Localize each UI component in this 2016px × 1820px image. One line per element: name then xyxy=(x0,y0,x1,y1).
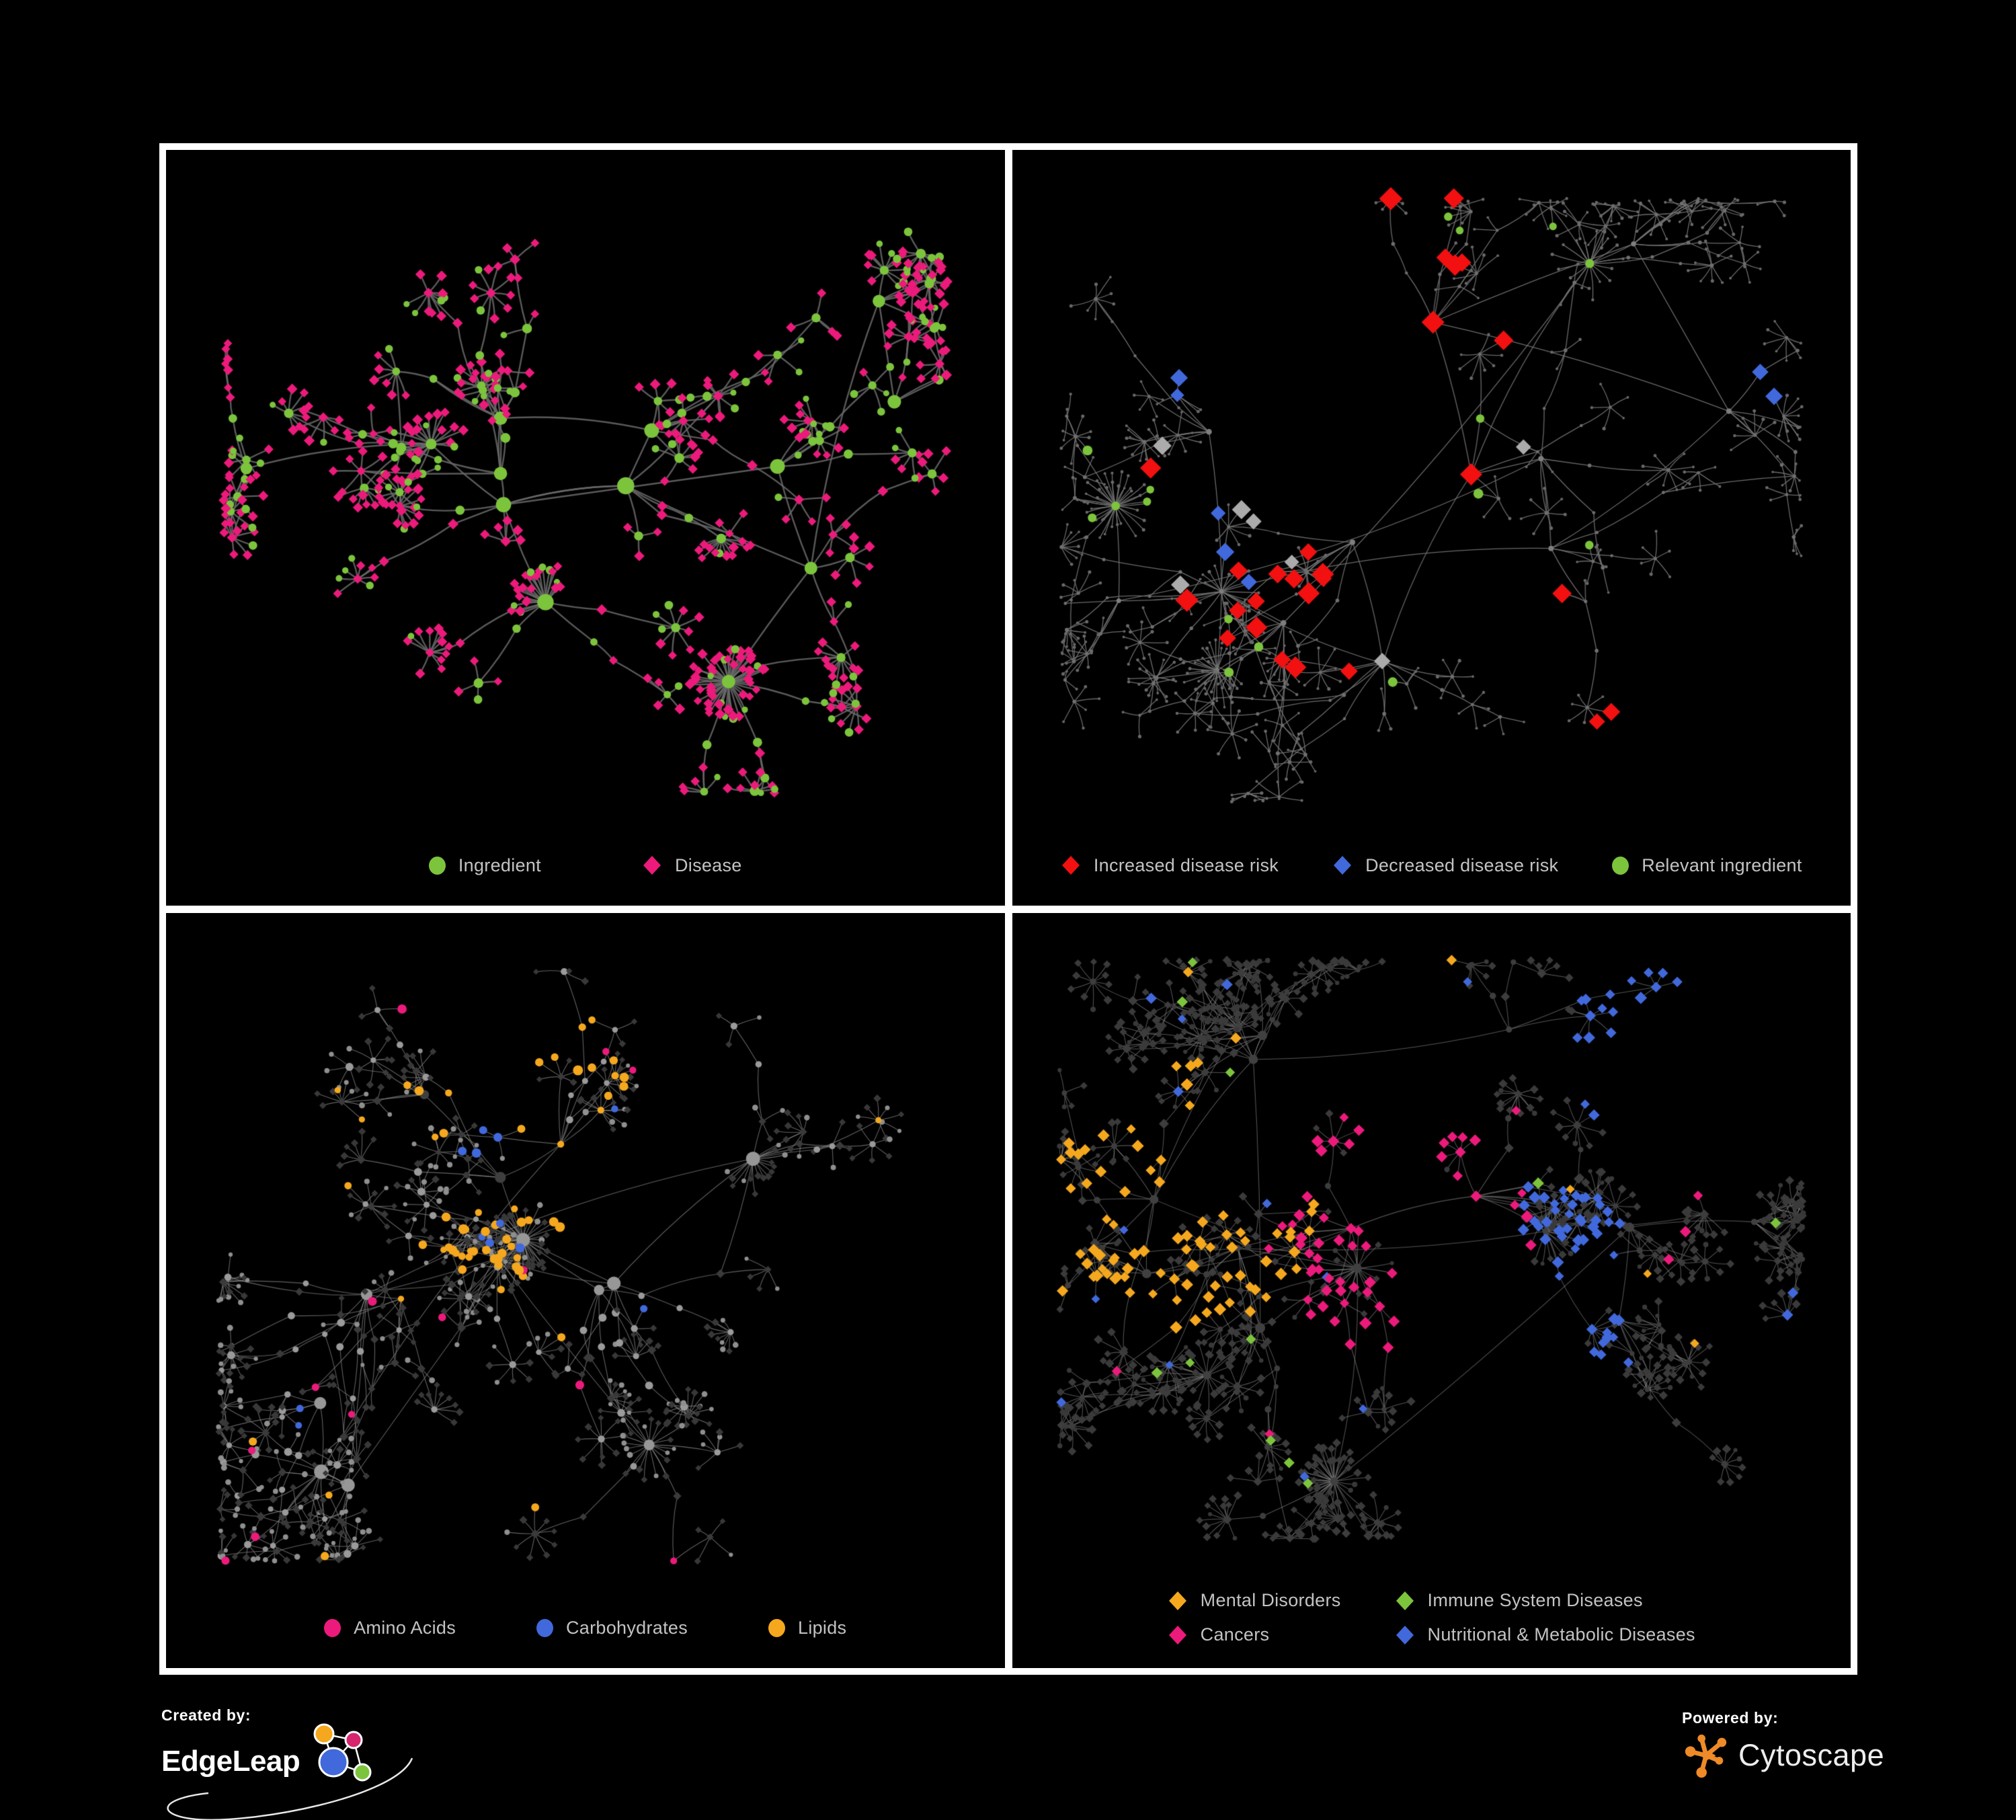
legend-item: Mental Disorders xyxy=(1168,1590,1341,1611)
legend-disease-risk: Increased disease risk Decreased disease … xyxy=(1012,851,1851,906)
legend-ingredient-categories: Amino Acids Carbohydrates Lipids xyxy=(166,1614,1005,1668)
legend-item: Amino Acids xyxy=(324,1618,456,1638)
legend-diamond-icon xyxy=(1334,856,1352,875)
legend-circle-icon xyxy=(536,1619,553,1638)
legend-item-label: Immune System Diseases xyxy=(1427,1590,1643,1611)
legend-item-label: Carbohydrates xyxy=(566,1618,688,1638)
legend-diamond-icon xyxy=(1396,1625,1414,1645)
legend-circle-icon xyxy=(1612,856,1629,875)
legend-item-label: Amino Acids xyxy=(354,1618,456,1638)
legend-item-label: Lipids xyxy=(798,1618,847,1638)
legend-item: Relevant ingredient xyxy=(1612,855,1802,876)
legend-item: Immune System Diseases xyxy=(1395,1590,1643,1611)
legend-item-label: Decreased disease risk xyxy=(1365,855,1559,875)
legend-diamond-icon xyxy=(1061,856,1080,875)
legend-diamond-icon xyxy=(1168,1591,1186,1610)
legend-diamond-icon xyxy=(1168,1625,1186,1645)
legend-item-label: Mental Disorders xyxy=(1200,1590,1341,1611)
network-canvas-disease-categories xyxy=(1012,912,1851,1587)
legend-item: Disease xyxy=(642,855,742,876)
created-by-label: Created by: xyxy=(161,1706,251,1724)
panel-disease-risk: Increased disease risk Decreased disease … xyxy=(1012,150,1851,906)
edgeleap-logo-icon xyxy=(313,1723,372,1782)
edgeleap-wordmark: EdgeLeap xyxy=(161,1745,300,1778)
legend-circle-icon xyxy=(324,1619,341,1638)
legend-item: Ingredient xyxy=(428,855,541,876)
panels-grid: Ingredient Disease Increased disease risk… xyxy=(159,143,1857,1675)
legend-item: Increased disease risk xyxy=(1061,855,1279,876)
legend-item: Lipids xyxy=(768,1618,846,1638)
powered-by-label: Powered by: xyxy=(1682,1709,1779,1727)
legend-item-label: Increased disease risk xyxy=(1093,855,1279,875)
legend-diamond-icon xyxy=(643,856,661,875)
legend-item: Carbohydrates xyxy=(536,1618,688,1638)
legend-item: Decreased disease risk xyxy=(1332,855,1558,876)
panel-ingredient-categories: Amino Acids Carbohydrates Lipids xyxy=(166,912,1005,1668)
legend-item: Cancers xyxy=(1168,1624,1270,1645)
legend-disease-categories: Mental Disorders Immune System Diseases Ca… xyxy=(1012,1586,1851,1668)
network-canvas-ingredient-disease xyxy=(166,150,1005,851)
legend-ingredient-disease: Ingredient Disease xyxy=(166,851,1005,906)
legend-item: Nutritional & Metabolic Diseases xyxy=(1395,1624,1695,1645)
cytoscape-credit: Powered by: xyxy=(1682,1709,1884,1780)
network-canvas-disease-risk xyxy=(1012,150,1851,851)
edgeleap-credit: Created by: EdgeLeap xyxy=(161,1706,413,1820)
legend-circle-icon xyxy=(768,1619,785,1638)
legend-diamond-icon xyxy=(1396,1591,1414,1610)
legend-item-label: Cancers xyxy=(1200,1624,1270,1645)
legend-item-label: Relevant ingredient xyxy=(1642,855,1802,875)
cytoscape-logo-icon xyxy=(1685,1734,1727,1778)
panel-ingredient-disease: Ingredient Disease xyxy=(166,150,1005,906)
cytoscape-wordmark: Cytoscape xyxy=(1738,1738,1885,1772)
legend-item-label: Ingredient xyxy=(458,855,541,875)
legend-item-label: Disease xyxy=(674,855,742,875)
legend-item-label: Nutritional & Metabolic Diseases xyxy=(1427,1624,1695,1645)
legend-circle-icon xyxy=(428,856,446,875)
network-canvas-ingredient-categories xyxy=(166,912,1005,1614)
panel-disease-categories: Mental Disorders Immune System Diseases Ca… xyxy=(1012,912,1851,1668)
